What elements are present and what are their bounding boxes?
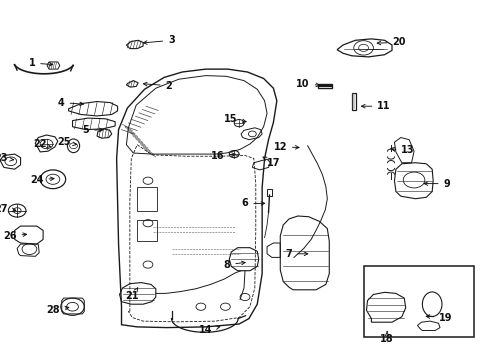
Text: 27: 27	[0, 204, 16, 214]
Text: 3: 3	[144, 35, 175, 45]
Text: 18: 18	[380, 331, 394, 344]
Text: 4: 4	[58, 98, 83, 108]
Text: 26: 26	[3, 231, 26, 241]
Bar	[318, 85, 332, 87]
Text: 15: 15	[223, 114, 246, 124]
Text: 5: 5	[82, 125, 103, 135]
Text: 1: 1	[28, 58, 52, 68]
Text: 19: 19	[426, 312, 453, 323]
Text: 12: 12	[273, 142, 299, 152]
Text: 16: 16	[211, 150, 235, 161]
Bar	[352, 93, 356, 110]
Text: 8: 8	[223, 260, 245, 270]
Bar	[318, 84, 332, 88]
Text: 23: 23	[0, 153, 14, 163]
Bar	[137, 220, 157, 241]
Text: 24: 24	[30, 175, 54, 185]
Text: 13: 13	[391, 145, 415, 156]
Text: 25: 25	[57, 137, 76, 147]
Bar	[267, 189, 272, 196]
Bar	[352, 93, 355, 109]
Text: 2: 2	[144, 81, 172, 91]
Bar	[137, 187, 157, 211]
Text: 10: 10	[296, 78, 319, 89]
Text: 14: 14	[199, 325, 220, 335]
Text: 6: 6	[242, 198, 265, 208]
Text: 7: 7	[286, 249, 308, 259]
Text: 20: 20	[377, 37, 406, 48]
Text: 22: 22	[33, 139, 50, 149]
Text: 28: 28	[46, 305, 69, 315]
Text: 11: 11	[362, 101, 391, 111]
Text: 21: 21	[125, 288, 139, 301]
Text: 17: 17	[263, 157, 280, 168]
Bar	[364, 266, 474, 337]
Text: 9: 9	[424, 179, 450, 189]
